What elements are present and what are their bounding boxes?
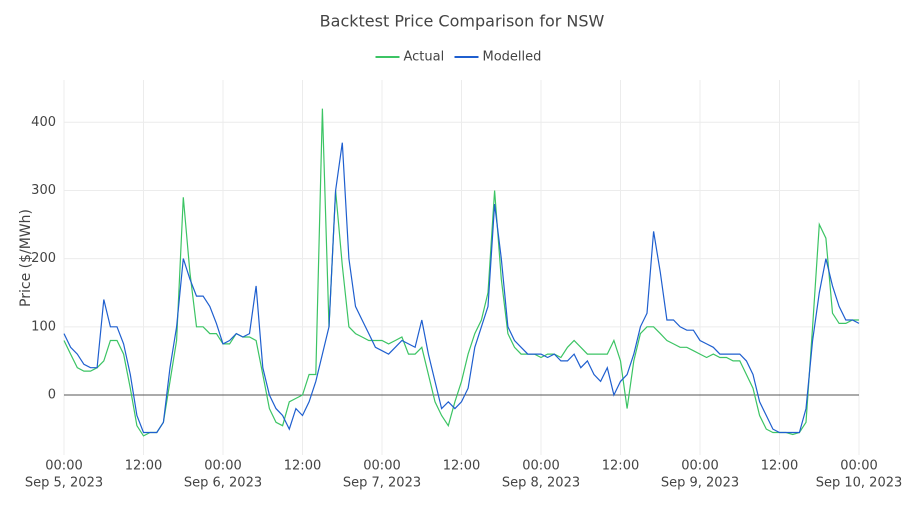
x-tick-label: 12:00 [602, 459, 639, 474]
y-tick-label: 400 [31, 115, 56, 130]
x-tick-date: Sep 6, 2023 [184, 476, 262, 491]
x-tick-label: 00:00 [363, 459, 400, 474]
x-tick-label: 00:00 [204, 459, 241, 474]
y-tick-label: 0 [48, 388, 56, 403]
chart-title: Backtest Price Comparison for NSW [320, 12, 605, 31]
series-line [63, 108, 859, 437]
x-tick-label: 12:00 [284, 459, 321, 474]
y-axis-label: Price ($/MWh) [18, 209, 34, 307]
series-line [63, 142, 860, 434]
x-tick-label: 12:00 [125, 459, 162, 474]
x-tick-label: 00:00 [840, 459, 877, 474]
x-tick-label: 00:00 [681, 459, 718, 474]
y-tick-label: 100 [31, 319, 56, 334]
x-tick-date: Sep 10, 2023 [816, 476, 903, 491]
x-tick-date: Sep 7, 2023 [343, 476, 421, 491]
x-tick-label: 12:00 [443, 459, 480, 474]
x-tick-label: 00:00 [45, 459, 82, 474]
x-tick-date: Sep 8, 2023 [502, 476, 580, 491]
legend-label: Actual [404, 50, 445, 65]
y-tick-label: 300 [31, 183, 56, 198]
x-tick-date: Sep 9, 2023 [661, 476, 739, 491]
x-tick-label: 00:00 [522, 459, 559, 474]
legend-label: Modelled [483, 50, 542, 65]
y-tick-label: 200 [31, 251, 56, 266]
x-tick-label: 12:00 [761, 459, 798, 474]
x-tick-date: Sep 5, 2023 [25, 476, 103, 491]
